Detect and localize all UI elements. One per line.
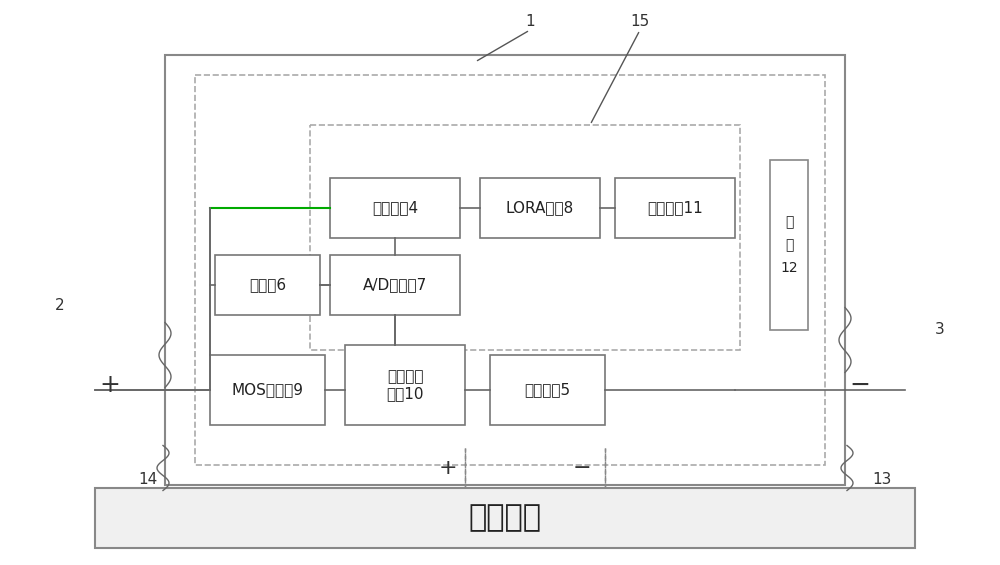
Text: 射频电路11: 射频电路11 [647, 201, 703, 215]
Bar [165, 55, 845, 485]
Bar [615, 178, 735, 238]
Text: 2: 2 [55, 298, 65, 312]
Text: 3: 3 [935, 323, 945, 337]
Text: −: − [850, 373, 870, 397]
Bar [345, 345, 465, 425]
Text: 光伏组件: 光伏组件 [468, 503, 542, 532]
Bar [215, 255, 320, 315]
Text: MOS控制器9: MOS控制器9 [232, 383, 304, 398]
Text: +: + [439, 458, 457, 478]
Text: 1: 1 [525, 15, 535, 29]
Text: 电流采集
单元10: 电流采集 单元10 [386, 369, 424, 401]
Text: 13: 13 [872, 472, 892, 488]
Text: 处理单元4: 处理单元4 [372, 201, 418, 215]
Text: 天
线
12: 天 线 12 [780, 215, 798, 275]
Text: 电源模块5: 电源模块5 [524, 383, 571, 398]
Bar [770, 160, 808, 330]
Text: 15: 15 [630, 15, 650, 29]
Text: 14: 14 [138, 472, 158, 488]
Text: A/D转换器7: A/D转换器7 [363, 277, 427, 293]
Bar [480, 178, 600, 238]
Text: 传感器6: 传感器6 [249, 277, 286, 293]
Bar [210, 355, 325, 425]
Bar [310, 125, 740, 350]
Text: LORA模块8: LORA模块8 [506, 201, 574, 215]
Bar [95, 488, 915, 548]
Text: +: + [100, 373, 120, 397]
Bar [195, 75, 825, 465]
Bar [330, 255, 460, 315]
Text: −: − [573, 458, 591, 478]
Bar [490, 355, 605, 425]
Bar [330, 178, 460, 238]
